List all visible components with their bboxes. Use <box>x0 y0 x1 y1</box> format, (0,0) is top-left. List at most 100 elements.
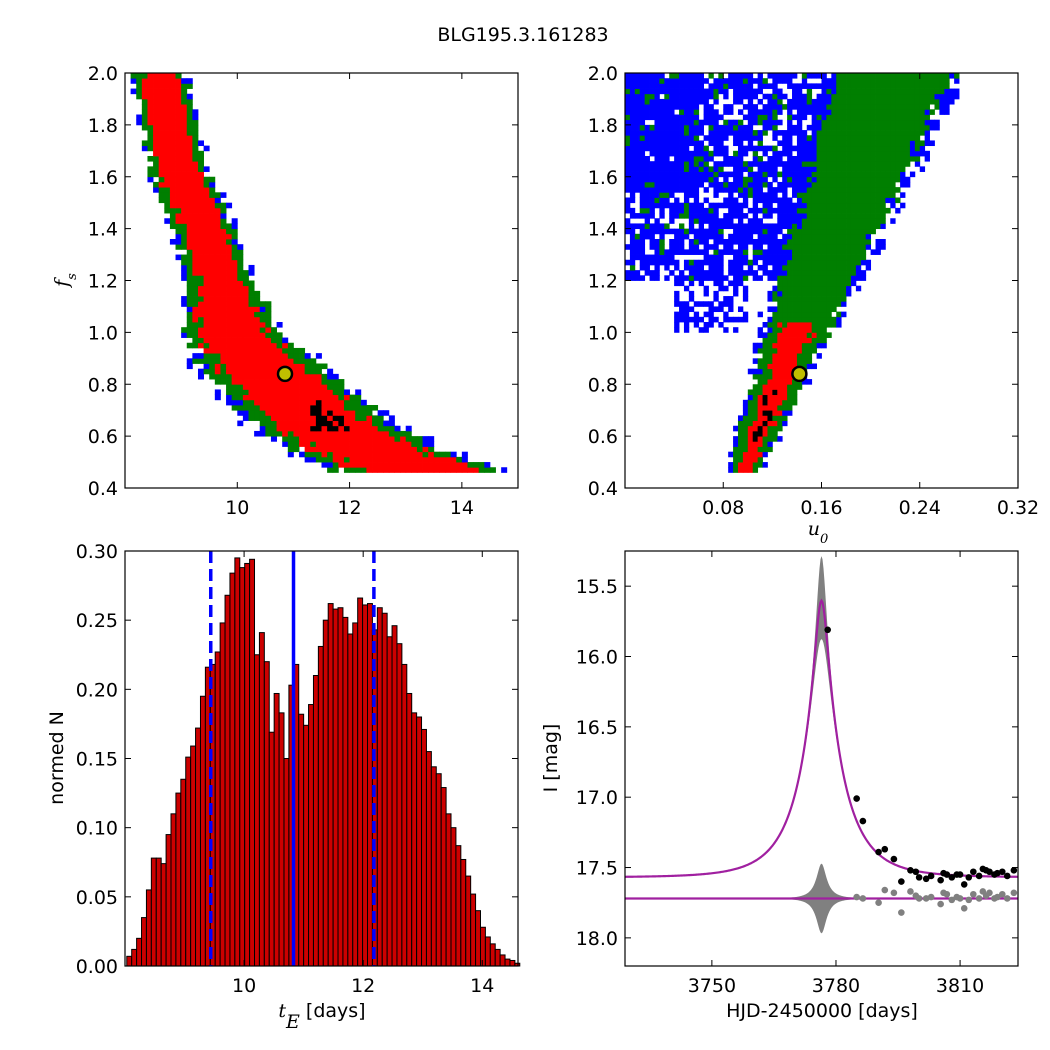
density-cell <box>772 207 778 214</box>
density-cell <box>242 353 249 359</box>
density-cell <box>713 93 719 100</box>
density-cell <box>679 207 685 214</box>
density-cell <box>752 446 759 453</box>
density-cell <box>796 347 803 354</box>
density-cell <box>831 218 837 224</box>
density-cell <box>772 384 778 390</box>
density-cell <box>796 342 803 349</box>
density-cell <box>254 410 261 416</box>
density-cell <box>343 446 350 453</box>
density-cell <box>304 420 311 427</box>
density-cell <box>366 430 373 437</box>
te-histogram-bars <box>126 557 521 967</box>
density-cell <box>757 358 763 364</box>
density-cell <box>870 213 876 219</box>
density-cell <box>787 213 793 219</box>
density-cell <box>366 456 373 463</box>
density-cell <box>220 337 227 344</box>
density-cell <box>737 171 744 178</box>
density-cell <box>270 405 277 411</box>
density-cell <box>821 156 827 162</box>
density-cell <box>259 373 266 380</box>
density-cell <box>674 73 680 79</box>
density-cell <box>355 420 362 427</box>
density-cell <box>639 88 646 95</box>
density-cell <box>214 218 221 224</box>
density-cell <box>762 353 768 359</box>
density-cell <box>237 301 244 307</box>
density-cell <box>287 441 294 447</box>
density-cell <box>242 415 249 421</box>
density-cell <box>841 192 847 198</box>
density-cell <box>860 181 867 188</box>
density-cell <box>836 187 842 193</box>
density-cell <box>310 394 317 401</box>
density-cell <box>841 233 847 240</box>
histogram-bar <box>244 562 251 967</box>
density-cell <box>757 192 763 198</box>
density-cell <box>865 197 872 204</box>
density-cell <box>826 114 832 121</box>
density-cell <box>747 228 754 235</box>
density-cell <box>728 451 734 458</box>
density-cell <box>831 109 837 115</box>
density-cell <box>698 140 704 147</box>
density-cell <box>158 135 165 141</box>
density-cell <box>231 290 238 297</box>
density-cell <box>197 239 204 245</box>
density-cell <box>816 280 822 287</box>
density-cell <box>752 78 759 84</box>
density-cell <box>777 311 783 318</box>
density-cell <box>806 202 813 209</box>
density-cell <box>664 145 670 152</box>
density-cell <box>674 88 680 95</box>
density-cell <box>433 451 440 458</box>
density-cell <box>865 239 872 245</box>
density-cell <box>855 233 862 240</box>
density-cell <box>141 119 148 126</box>
density-cell <box>625 218 631 224</box>
density-cell <box>644 83 650 89</box>
density-cell <box>220 311 227 318</box>
density-cell <box>214 202 221 209</box>
density-cell <box>939 83 945 89</box>
density-cell <box>811 223 817 230</box>
density-cell <box>338 462 345 468</box>
density-cell <box>439 451 446 458</box>
density-cell <box>411 441 418 447</box>
density-cell <box>816 83 822 89</box>
density-cell <box>197 264 204 271</box>
density-cell <box>634 109 641 115</box>
density-cell <box>787 290 793 297</box>
density-cell <box>855 135 862 141</box>
density-cell <box>445 462 452 468</box>
density-cell <box>708 150 714 157</box>
density-cell <box>767 181 773 188</box>
density-cell <box>757 327 763 333</box>
density-cell <box>752 150 759 157</box>
density-cell <box>900 176 906 183</box>
density-cell <box>203 207 210 214</box>
density-cell <box>388 420 395 427</box>
density-cell <box>772 223 778 230</box>
density-cell <box>197 171 204 178</box>
density-cell <box>796 181 803 188</box>
density-cell <box>315 420 322 427</box>
density-cell <box>209 363 216 370</box>
density-cell <box>136 88 143 95</box>
density-cell <box>772 327 778 333</box>
density-cell <box>767 446 773 453</box>
density-cell <box>826 98 832 105</box>
density-cell <box>772 316 778 323</box>
density-cell <box>209 176 216 183</box>
density-cell <box>659 119 665 126</box>
density-cell <box>679 187 685 193</box>
density-cell <box>649 223 655 230</box>
density-cell <box>806 140 813 147</box>
density-cell <box>169 218 176 224</box>
density-cell <box>327 394 334 401</box>
density-cell <box>226 254 233 261</box>
density-cell <box>703 285 709 292</box>
density-cell <box>929 88 935 95</box>
density-cell <box>787 239 793 245</box>
